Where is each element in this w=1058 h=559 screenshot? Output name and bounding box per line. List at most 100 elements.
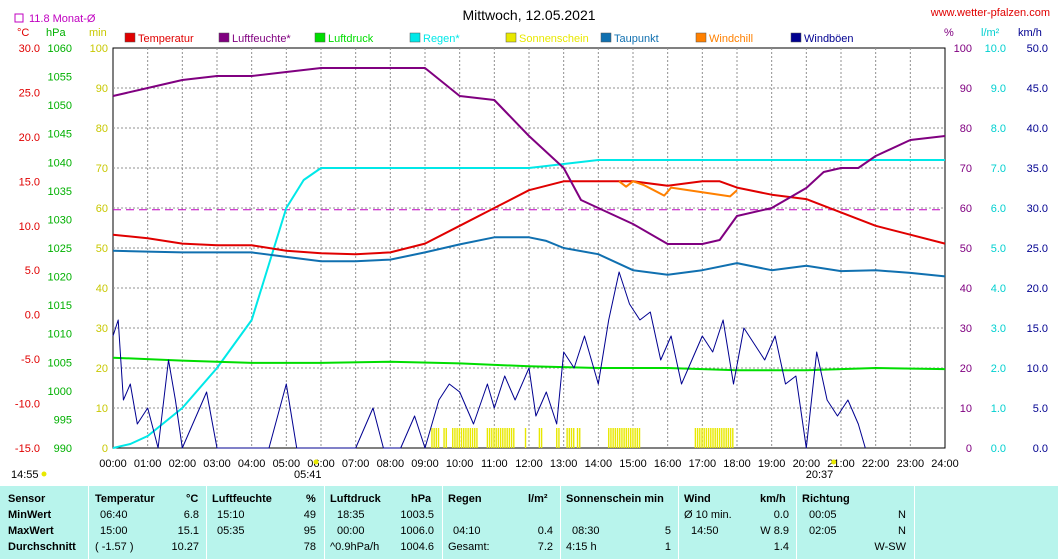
sun-avg-value: 1 bbox=[664, 541, 671, 553]
series-line-regen bbox=[112, 159, 945, 449]
temp-tick-label: 5.0 bbox=[25, 265, 40, 277]
minutes-unit-label: min bbox=[89, 27, 107, 39]
wind-unit-label: km/h bbox=[1018, 27, 1042, 39]
time-tick-label: 17:00 bbox=[689, 458, 717, 470]
temp-tick-label: 20.0 bbox=[19, 132, 40, 144]
dir-header: Richtung bbox=[802, 493, 850, 505]
wind-tick-label: 5.0 bbox=[1033, 403, 1048, 415]
temp-min-time: 06:40 bbox=[100, 509, 128, 521]
series-line-luftdruck bbox=[112, 356, 946, 372]
humidity-unit-label: % bbox=[944, 27, 954, 39]
wind-tick-label: 15.0 bbox=[1027, 323, 1048, 335]
legend-label: Regen* bbox=[423, 33, 460, 45]
humidity-tick-label: 60 bbox=[960, 203, 972, 215]
minutes-tick-label: 40 bbox=[96, 283, 108, 295]
wind-avg10-label: Ø 10 min. bbox=[684, 509, 732, 521]
stats-divider bbox=[560, 486, 561, 559]
temp-tick-label: 30.0 bbox=[19, 43, 40, 55]
wind-tick-label: 40.0 bbox=[1027, 123, 1048, 135]
legend-swatch bbox=[314, 32, 326, 43]
rain-tick-label: 5.0 bbox=[991, 243, 1006, 255]
sunset-icon bbox=[831, 459, 837, 465]
humidity-tick-label: 100 bbox=[954, 43, 972, 55]
rain-tick-label: 4.0 bbox=[991, 283, 1006, 295]
dir-max-value: N bbox=[898, 525, 906, 537]
temp-tick-label: 25.0 bbox=[19, 87, 40, 99]
legend-label: Temperatur bbox=[138, 33, 194, 45]
temp-tick-label: 15.0 bbox=[19, 176, 40, 188]
pressure-tick-label: 1020 bbox=[48, 272, 72, 284]
time-tick-label: 13:00 bbox=[550, 458, 578, 470]
stats-table: Sensor MinWert MaxWert Durchschnitt Temp… bbox=[0, 486, 1058, 559]
time-tick-label: 04:00 bbox=[238, 458, 266, 470]
time-tick-label: 11:00 bbox=[481, 458, 508, 470]
wind-max-time: 14:50 bbox=[691, 525, 719, 537]
legend-label: Windböen bbox=[804, 33, 854, 45]
pressure-tick-label: 1035 bbox=[48, 186, 72, 198]
time-tick-label: 14:00 bbox=[585, 458, 613, 470]
temp-unit-label: °C bbox=[17, 27, 29, 39]
pressure-tick-label: 1050 bbox=[48, 100, 72, 112]
legend-label: Sonnenschein bbox=[519, 33, 589, 45]
temp-header: Temperatur bbox=[95, 493, 155, 505]
minutes-tick-label: 30 bbox=[96, 323, 108, 335]
series-line-windchill bbox=[618, 180, 738, 198]
dir-avg-value: W-SW bbox=[874, 541, 906, 553]
wind-tick-label: 35.0 bbox=[1027, 163, 1048, 175]
wind-max-value: W 8.9 bbox=[760, 525, 789, 537]
pressure-tick-label: 1045 bbox=[48, 129, 72, 141]
press-min-time: 18:35 bbox=[337, 509, 365, 521]
minutes-tick-label: 100 bbox=[90, 43, 108, 55]
row-label-max: MaxWert bbox=[8, 525, 54, 537]
minutes-tick-label: 90 bbox=[96, 83, 108, 95]
time-tick-label: 24:00 bbox=[931, 458, 959, 470]
hum-max-time: 05:35 bbox=[217, 525, 245, 537]
site-label: www.wetter-pfalzen.com bbox=[930, 7, 1050, 19]
temp-tick-label: 0.0 bbox=[25, 310, 40, 322]
press-min-value: 1003.5 bbox=[400, 509, 434, 521]
hum-avg-value: 78 bbox=[303, 541, 316, 553]
humidity-tick-label: 50 bbox=[960, 243, 972, 255]
series-line-luftfeuchte bbox=[112, 67, 946, 245]
hum-min-time: 15:10 bbox=[217, 509, 245, 521]
press-max-time: 00:00 bbox=[337, 525, 365, 537]
temp-unit: °C bbox=[186, 493, 199, 505]
minutes-tick-label: 70 bbox=[96, 163, 108, 175]
legend-swatch bbox=[505, 32, 517, 43]
time-tick-label: 23:00 bbox=[897, 458, 925, 470]
row-label-min: MinWert bbox=[8, 509, 52, 521]
stats-divider bbox=[206, 486, 207, 559]
rain-tick-label: 7.0 bbox=[991, 163, 1006, 175]
legend-label: Luftdruck bbox=[328, 33, 374, 45]
pressure-tick-label: 1000 bbox=[48, 386, 72, 398]
humidity-tick-label: 0 bbox=[966, 443, 972, 455]
temp-tick-label: -15.0 bbox=[15, 443, 40, 455]
stats-divider bbox=[324, 486, 325, 559]
time-tick-label: 19:00 bbox=[758, 458, 786, 470]
legend-label: Taupunkt bbox=[614, 33, 659, 45]
press-header: Luftdruck bbox=[330, 493, 381, 505]
humidity-tick-label: 90 bbox=[960, 83, 972, 95]
hum-max-value: 95 bbox=[303, 525, 316, 537]
time-tick-label: 00:00 bbox=[99, 458, 127, 470]
wind-tick-label: 30.0 bbox=[1027, 203, 1048, 215]
pressure-tick-label: 1040 bbox=[48, 157, 72, 169]
pressure-tick-label: 990 bbox=[54, 443, 72, 455]
wind-min-value: 0.0 bbox=[773, 509, 789, 521]
rain-header: Regen bbox=[448, 493, 482, 505]
sun-max-time: 08:30 bbox=[572, 525, 600, 537]
wind-tick-label: 10.0 bbox=[1027, 363, 1048, 375]
month-avg-label: 11.8 Monat-Ø bbox=[29, 13, 96, 25]
series-line-temperatur bbox=[112, 180, 946, 256]
time-tick-label: 02:00 bbox=[169, 458, 197, 470]
rain-total-label: Gesamt: bbox=[448, 541, 490, 553]
hum-min-value: 49 bbox=[303, 509, 316, 521]
temp-tick-label: -5.0 bbox=[21, 354, 40, 366]
row-label-avg: Durchschnitt bbox=[8, 541, 76, 553]
rain-max-time: 04:10 bbox=[453, 525, 481, 537]
pressure-tick-label: 1025 bbox=[48, 243, 72, 255]
row-label-sensor: Sensor bbox=[8, 493, 46, 505]
dir-min-value: N bbox=[898, 509, 906, 521]
wind-tick-label: 45.0 bbox=[1027, 83, 1048, 95]
pressure-tick-label: 1060 bbox=[48, 43, 72, 55]
